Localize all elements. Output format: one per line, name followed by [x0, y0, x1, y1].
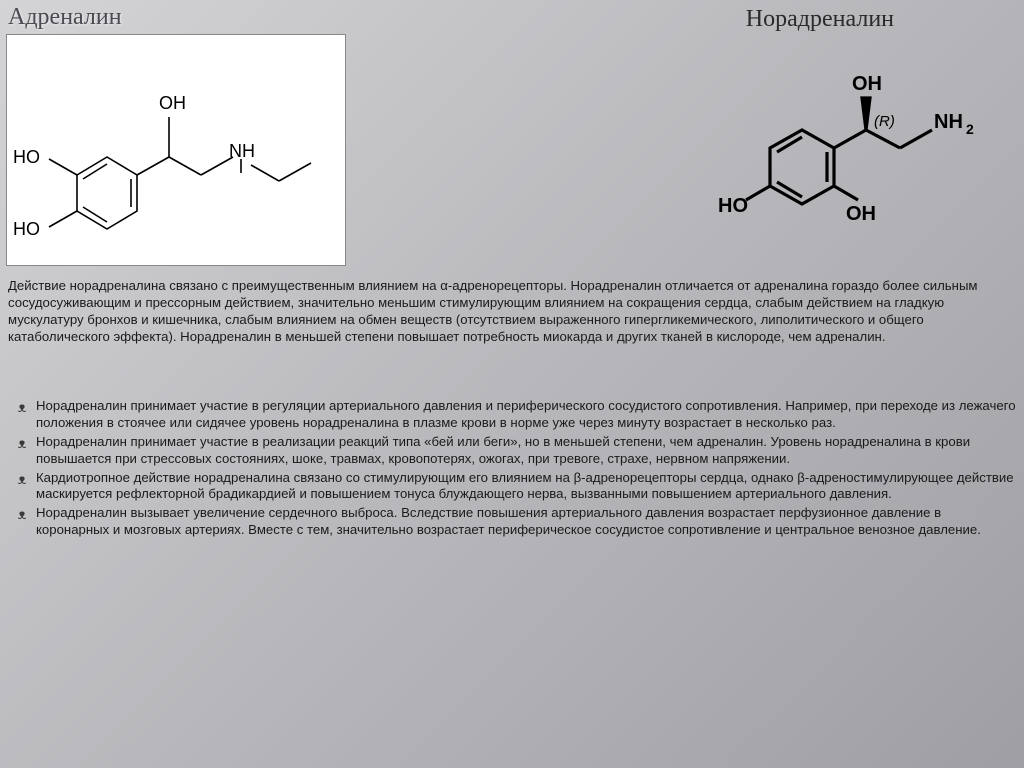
label-nor-r: (R) [874, 113, 895, 130]
bullet-text: Норадреналин вызывает увеличение сердечн… [36, 505, 1016, 539]
label-nor-oh2: OH [846, 203, 876, 225]
bullet-text: Норадреналин принимает участие в регуляц… [36, 398, 1016, 432]
title-noradrenaline: Норадреналин [746, 6, 894, 33]
bullet-glyph-icon: ᴥ [8, 505, 36, 522]
label-nor-oh: OH [852, 73, 882, 95]
bullet-glyph-icon: ᴥ [8, 398, 36, 415]
label-nh: NH [229, 141, 255, 161]
bullet-item: ᴥ Норадреналин принимает участие в реали… [8, 434, 1016, 468]
bullet-item: ᴥ Кардиотропное действие норадреналина с… [8, 470, 1016, 504]
bullet-glyph-icon: ᴥ [8, 434, 36, 451]
label-nor-nh-sub: 2 [966, 121, 974, 137]
bullet-text: Кардиотропное действие норадреналина свя… [36, 470, 1016, 504]
label-ho2: HO [13, 219, 40, 239]
bullet-text: Норадреналин принимает участие в реализа… [36, 434, 1016, 468]
bullet-item: ᴥ Норадреналин принимает участие в регул… [8, 398, 1016, 432]
title-adrenaline: Адреналин [8, 4, 122, 31]
label-nor-ho1: HO [718, 195, 748, 217]
intro-paragraph: Действие норадреналина связано с преимущ… [8, 278, 1016, 346]
label-nor-nh: NH [934, 111, 963, 133]
molecule-adrenaline: OH HO HO NH [6, 34, 346, 266]
molecule-noradrenaline: OH (R) NH 2 HO OH [718, 38, 988, 250]
bullet-glyph-icon: ᴥ [8, 470, 36, 487]
label-ho1: HO [13, 147, 40, 167]
bullet-item: ᴥ Норадреналин вызывает увеличение серде… [8, 505, 1016, 539]
bullet-list: ᴥ Норадреналин принимает участие в регул… [8, 398, 1016, 541]
label-oh-top: OH [159, 93, 186, 113]
